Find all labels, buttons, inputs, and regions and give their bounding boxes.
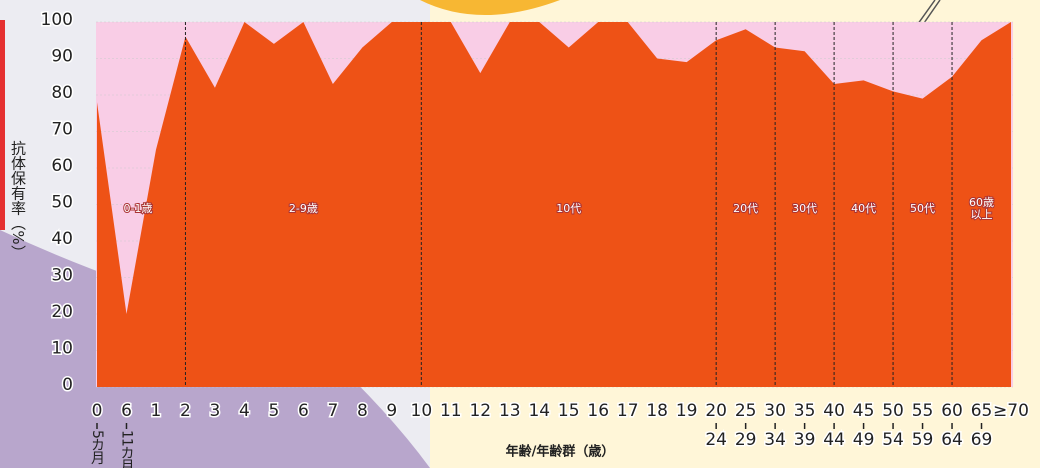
x-axis-label: 年齢/年齢群（歳）: [506, 444, 615, 460]
area: [97, 22, 1011, 387]
x-tick-label: 9: [386, 401, 397, 421]
group-label: 10代: [556, 202, 581, 215]
x-tick-label: 50: [882, 401, 904, 421]
x-tick-label: 18: [646, 401, 668, 421]
y-tick-label: 40: [51, 229, 73, 249]
y-tick-label: 70: [51, 120, 73, 140]
x-tick-label: ≥70: [993, 401, 1029, 421]
x-tick-label: 11: [440, 401, 462, 421]
y-tick-label: 20: [51, 302, 73, 322]
x-tick-label: 45: [853, 401, 875, 421]
group-label: 20代: [733, 202, 758, 215]
x-tick-label: 7: [327, 401, 338, 421]
x-tick-label: 3: [210, 401, 221, 421]
x-tick-label: 0: [92, 401, 103, 421]
y-tick-label: 30: [51, 266, 73, 286]
x-tick-label: 2: [180, 401, 191, 421]
x-tick-label: 44: [823, 430, 845, 450]
x-tick-label: 5: [268, 401, 279, 421]
x-tick-label: 13: [499, 401, 521, 421]
x-tick-label: 34: [764, 430, 786, 450]
x-tick-label: 16: [587, 401, 609, 421]
group-label: 0-1歳: [124, 202, 153, 215]
x-tick-label: 14: [528, 401, 550, 421]
x-tick-label: 24: [705, 430, 727, 450]
group-label: 30代: [792, 202, 817, 215]
y-tick-label: 50: [51, 193, 73, 213]
x-tick-label: 5カ月: [89, 430, 105, 466]
x-tick-label: 54: [882, 430, 904, 450]
x-tick-label: 6: [121, 401, 132, 421]
x-tick-label: 15: [558, 401, 580, 421]
x-tick-label: 1: [151, 401, 162, 421]
x-tick-label: 4: [239, 401, 250, 421]
x-tick-label: 20: [705, 401, 727, 421]
x-tick-label: 55: [912, 401, 934, 421]
y-axis-label: 抗体保有率（%）: [9, 140, 27, 259]
x-tick-label: 11カ月: [118, 430, 134, 468]
y-tick-label: 80: [51, 83, 73, 103]
x-tick-label: 59: [912, 430, 934, 450]
x-tick-label: 6: [298, 401, 309, 421]
y-tick-label: 90: [51, 47, 73, 67]
group-label: 50代: [910, 202, 935, 215]
x-tick-label: 30: [764, 401, 786, 421]
x-tick-label: 25: [735, 401, 757, 421]
x-tick-label: 40: [823, 401, 845, 421]
group-label: 2-9歳: [289, 202, 318, 215]
x-tick-label: 39: [794, 430, 816, 450]
art-bar: [0, 20, 5, 230]
y-tick-label: 0: [62, 375, 73, 395]
x-tick-label: 64: [941, 430, 963, 450]
x-tick-label: 65: [971, 401, 993, 421]
x-tick-label: 8: [357, 401, 368, 421]
group-label: 以上: [971, 208, 993, 221]
y-tick-label: 10: [51, 339, 73, 359]
group-label: 40代: [851, 202, 876, 215]
x-tick-label: 12: [469, 401, 491, 421]
x-tick-label: 29: [735, 430, 757, 450]
y-tick-label: 60: [51, 156, 73, 176]
y-tick-label: 100: [41, 10, 73, 30]
x-tick-label: 17: [617, 401, 639, 421]
art-shape: [420, 0, 560, 15]
x-tick-label: 35: [794, 401, 816, 421]
x-tick-label: 60: [941, 401, 963, 421]
x-tick-label: 69: [971, 430, 993, 450]
x-tick-label: 19: [676, 401, 698, 421]
x-tick-label: 10: [411, 401, 433, 421]
group-label: 60歳: [969, 196, 994, 209]
x-tick-label: 49: [853, 430, 875, 450]
